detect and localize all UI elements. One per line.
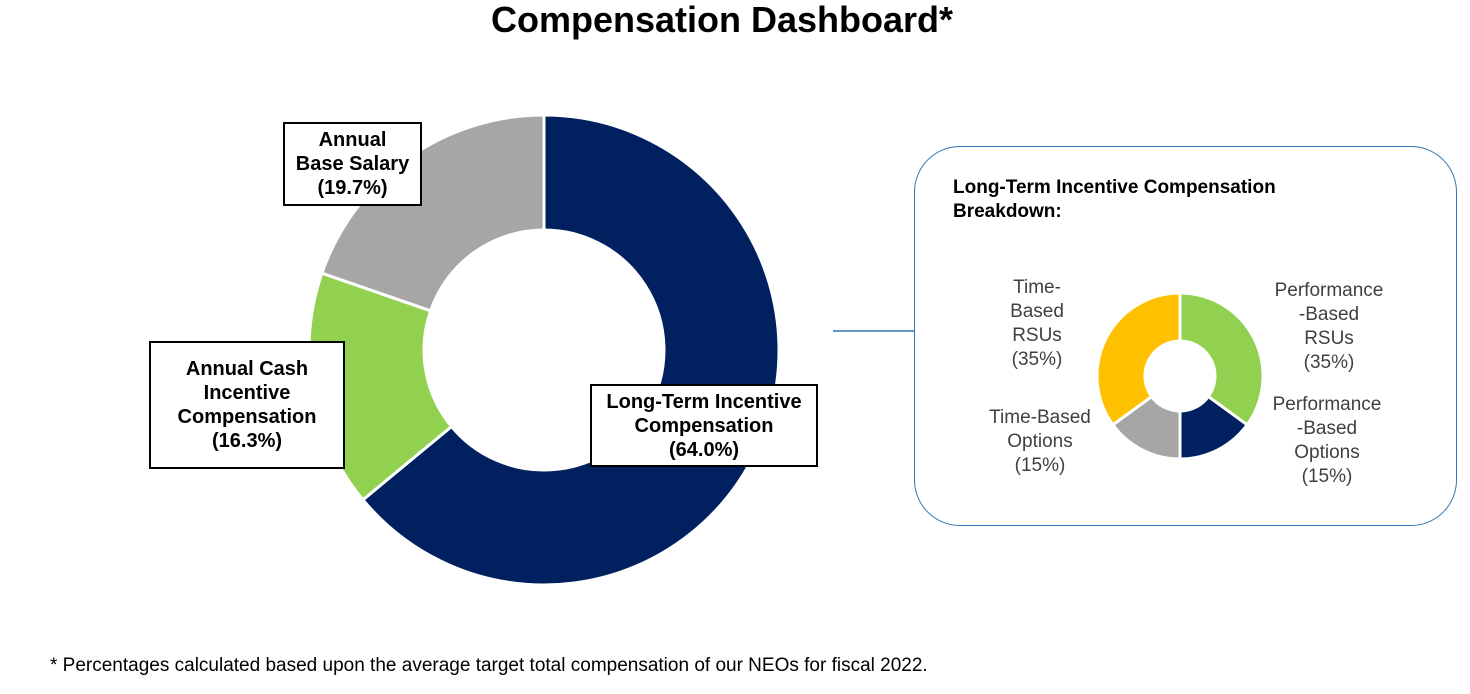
breakdown-donut-chart [1095, 291, 1265, 461]
label-line: Options [1294, 442, 1360, 463]
label-percent: (16.3%) [211, 430, 283, 452]
page-title: Compensation Dashboard* [490, 0, 954, 40]
donut-slice-long-term-incentive-compensation [360, 113, 781, 587]
label-percent: (15%) [1014, 455, 1066, 476]
donut-slice-performance-based-rsus [1178, 291, 1265, 427]
label-percent: (15%) [1301, 466, 1353, 487]
label-percent: (35%) [1303, 352, 1355, 373]
label-line: Performance [1274, 280, 1384, 301]
breakdown-title-line: Long-Term Incentive Compensation [953, 177, 1276, 198]
label-time-based-options: Time-Based Options (15%) [975, 406, 1105, 478]
donut-slice-time-based-rsus [1095, 291, 1182, 427]
label-long-term-incentive: Long-Term Incentive Compensation (64.0%) [590, 384, 818, 467]
label-line: Time-Based [989, 407, 1091, 428]
label-line: Incentive [203, 382, 291, 404]
label-line: Annual [318, 129, 387, 151]
label-line: RSUs [1304, 328, 1354, 349]
label-percent: (64.0%) [668, 438, 740, 461]
label-line: RSUs [1012, 325, 1062, 346]
label-performance-based-options: Performance -Based Options (15%) [1256, 393, 1398, 489]
label-line: Long-Term Incentive [606, 390, 802, 413]
breakdown-title: Long-Term Incentive Compensation Breakdo… [953, 176, 1373, 224]
label-annual-base-salary: Annual Base Salary (19.7%) [283, 122, 422, 206]
label-annual-cash-incentive: Annual Cash Incentive Compensation (16.3… [149, 341, 345, 469]
label-line: Compensation [634, 414, 774, 437]
label-line: -Based [1296, 418, 1358, 439]
label-line: Based [1010, 301, 1064, 322]
label-line: Annual Cash [185, 358, 309, 380]
label-percent: (19.7%) [317, 177, 388, 199]
label-line: Time- [1013, 277, 1061, 298]
label-line: -Based [1298, 304, 1360, 325]
breakdown-title-line: Breakdown: [953, 201, 1062, 222]
label-line: Base Salary [295, 153, 410, 175]
label-time-based-rsus: Time- Based RSUs (35%) [987, 276, 1087, 372]
label-line: Options [1007, 431, 1073, 452]
label-line: Compensation [177, 406, 317, 428]
label-line: Performance [1272, 394, 1382, 415]
label-performance-based-rsus: Performance -Based RSUs (35%) [1258, 279, 1400, 375]
footnote: * Percentages calculated based upon the … [50, 655, 928, 676]
label-percent: (35%) [1011, 349, 1063, 370]
